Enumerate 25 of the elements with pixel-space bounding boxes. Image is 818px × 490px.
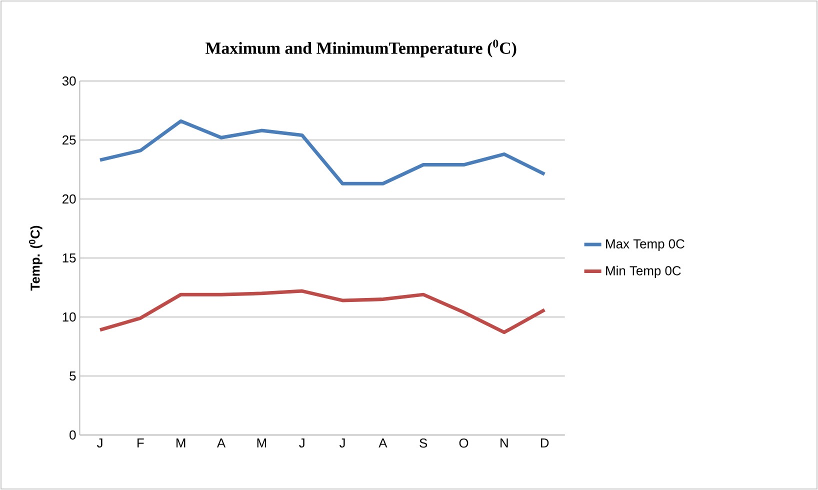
line-series (98, 289, 546, 334)
y-tick-label: 25 (62, 135, 76, 145)
x-tick-label: M (176, 438, 186, 448)
x-tick-label: J (339, 438, 345, 448)
legend-label: Max Temp 0C (606, 239, 684, 252)
x-tick-label: O (459, 438, 468, 448)
x-tick-label: M (257, 438, 266, 448)
y-tick-label: 0 (70, 430, 76, 440)
x-tick-label: J (96, 438, 102, 448)
legend-label: Min Temp 0C (606, 266, 681, 278)
y-tick-label: 20 (62, 194, 76, 204)
x-tick-label: N (500, 438, 508, 448)
y-tick-label: 30 (62, 76, 76, 86)
x-tick-label: S (420, 438, 428, 448)
x-tick-label: D (540, 438, 549, 448)
line-series (98, 119, 546, 186)
y-tick-label: 15 (62, 253, 76, 263)
y-axis-title: Temp. ($^{0}$C) (28, 226, 42, 291)
chart-title: Maximum and MinimumTemperature ($^{0}$C) (206, 40, 516, 58)
x-tick-label: A (378, 438, 388, 448)
x-tick-label: J (299, 438, 304, 448)
x-tick-label: F (138, 438, 144, 448)
x-tick-label: A (216, 438, 226, 448)
y-tick-label: 10 (62, 312, 76, 322)
y-tick-label: 5 (70, 371, 76, 381)
